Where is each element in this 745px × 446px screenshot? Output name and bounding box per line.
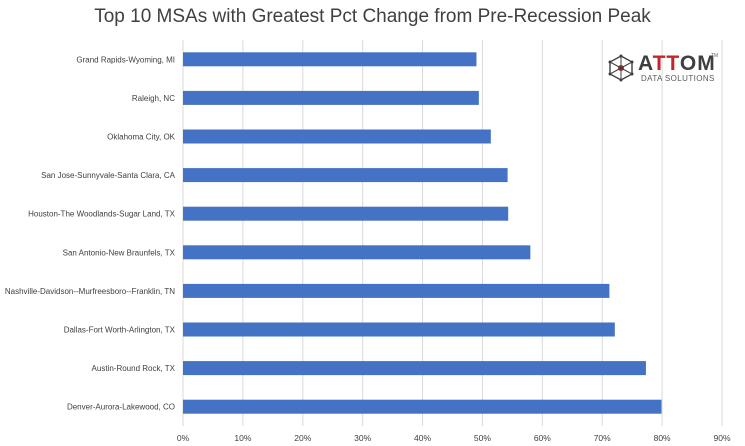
category-label: Oklahoma City, OK: [107, 133, 176, 142]
logo-subtitle: DATA SOLUTIONS: [641, 74, 715, 83]
category-label: San Jose-Sunnyvale-Santa Clara, CA: [41, 171, 176, 180]
x-tick-label: 60%: [534, 433, 551, 443]
bar: [183, 361, 646, 376]
bar: [183, 168, 508, 183]
x-tick-label: 20%: [294, 433, 311, 443]
x-tick-label: 30%: [354, 433, 371, 443]
x-tick-label: 10%: [234, 433, 251, 443]
attom-logo: ATTOM TM DATA SOLUTIONS: [608, 52, 718, 86]
category-label: Dallas-Fort Worth-Arlington, TX: [64, 326, 176, 335]
category-label: Austin-Round Rock, TX: [92, 364, 176, 373]
bar: [183, 245, 531, 260]
category-label: San Antonio-New Braunfels, TX: [63, 248, 176, 257]
logo-wordmark: ATTOM: [638, 52, 716, 75]
x-tick-label: 70%: [594, 433, 611, 443]
category-label: Nashville-Davidson--Murfreesboro--Frankl…: [5, 287, 175, 296]
x-tick-label: 0%: [177, 433, 190, 443]
x-tick-label: 40%: [414, 433, 431, 443]
chart-title: Top 10 MSAs with Greatest Pct Change fro…: [94, 6, 651, 27]
bar: [183, 90, 479, 105]
x-tick-label: 50%: [474, 433, 491, 443]
category-label: Houston-The Woodlands-Sugar Land, TX: [28, 210, 176, 219]
category-label: Grand Rapids-Wyoming, MI: [76, 55, 175, 64]
bar: [183, 283, 610, 298]
category-label: Denver-Aurora-Lakewood, CO: [67, 403, 175, 412]
atom-logo-icon: [608, 54, 634, 82]
x-tick-label: 90%: [713, 433, 730, 443]
x-tick-label: 80%: [654, 433, 671, 443]
bar: [183, 52, 477, 67]
bar: [183, 206, 509, 221]
bar: [183, 129, 491, 144]
category-label: Raleigh, NC: [132, 94, 175, 103]
bar: [183, 322, 615, 337]
logo-trademark: TM: [711, 53, 719, 59]
bar: [183, 399, 662, 414]
